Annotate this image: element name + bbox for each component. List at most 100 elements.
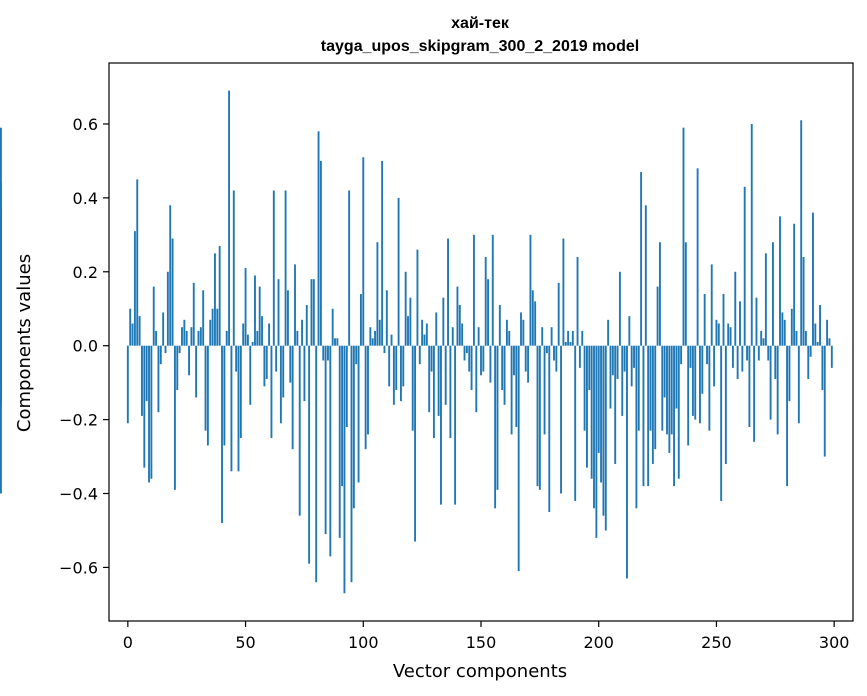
bar [216,308,219,346]
bar [675,345,678,409]
x-tick-label: 150 [466,633,497,652]
x-tick-label: 300 [819,633,850,652]
bar [298,345,301,516]
bar [510,345,513,435]
bar [232,190,235,346]
bar [129,308,132,346]
bar [644,205,647,346]
bar [159,345,162,365]
chart-subtitle: tayga_upos_skipgram_300_2_2019 model [321,38,639,55]
bar [0,212,2,346]
bar [310,279,313,346]
bar [152,286,155,346]
bar [736,345,739,379]
bar [0,323,2,346]
bar [691,345,694,416]
bar [246,334,249,346]
bar [708,345,711,431]
bar [451,327,454,346]
bar [289,345,292,383]
bar [699,345,701,424]
bar [527,345,530,383]
bar [800,120,803,346]
bar [409,297,412,346]
bar [251,342,254,346]
bar [750,123,753,346]
bar [703,293,706,346]
bar [133,231,136,346]
bar [583,345,586,431]
bar [136,179,139,346]
bar [658,242,661,346]
bar [663,345,666,398]
bar [689,345,692,368]
bar [783,319,786,346]
bar [816,342,819,346]
bar [383,345,386,354]
bar [270,345,273,439]
bar [649,345,652,431]
bar [823,345,826,457]
bar [494,345,497,509]
bar [268,323,271,346]
x-tick-label: 200 [583,633,614,652]
bar [303,345,306,402]
bar [188,345,190,376]
bar [814,323,817,346]
bar [350,345,353,583]
bar [468,345,471,372]
bar [385,290,388,346]
bar [294,264,296,346]
bar [797,345,800,424]
bar [291,345,294,450]
bar [734,271,737,346]
bar [425,323,428,346]
bar [706,345,708,365]
bar [440,345,442,505]
bar [687,345,690,446]
bar [461,323,464,346]
bar [256,330,259,346]
bar [400,345,402,402]
bar [793,223,796,346]
bar [727,323,730,346]
x-axis-label: Vector components [393,661,567,682]
bar [404,271,407,346]
bar [336,338,339,346]
bar [421,319,424,346]
bar [454,345,457,505]
bar [381,160,384,346]
bar [258,286,261,346]
y-axis-label: Components values [14,254,35,432]
bar [190,327,193,346]
bar [762,338,765,346]
bar [769,345,772,420]
bar [230,345,233,472]
bar [748,345,751,427]
bar [223,345,226,446]
bar [647,345,650,487]
bar [348,190,351,346]
bar [635,345,638,509]
bar [178,345,181,354]
bar [710,264,713,346]
bar [237,345,240,472]
bar [296,330,299,346]
bar [376,242,379,346]
bar [458,305,461,346]
bar [795,330,798,346]
bar [218,245,221,346]
bar [753,345,756,442]
bar [576,257,579,346]
bar [432,345,435,439]
bar [261,316,263,346]
bar [428,345,431,413]
bar [447,238,449,346]
bar [475,345,478,413]
bar [286,290,289,346]
bar [324,345,327,535]
bar [496,345,499,490]
chart-title: хай-тек [451,15,510,32]
bar [600,345,603,483]
